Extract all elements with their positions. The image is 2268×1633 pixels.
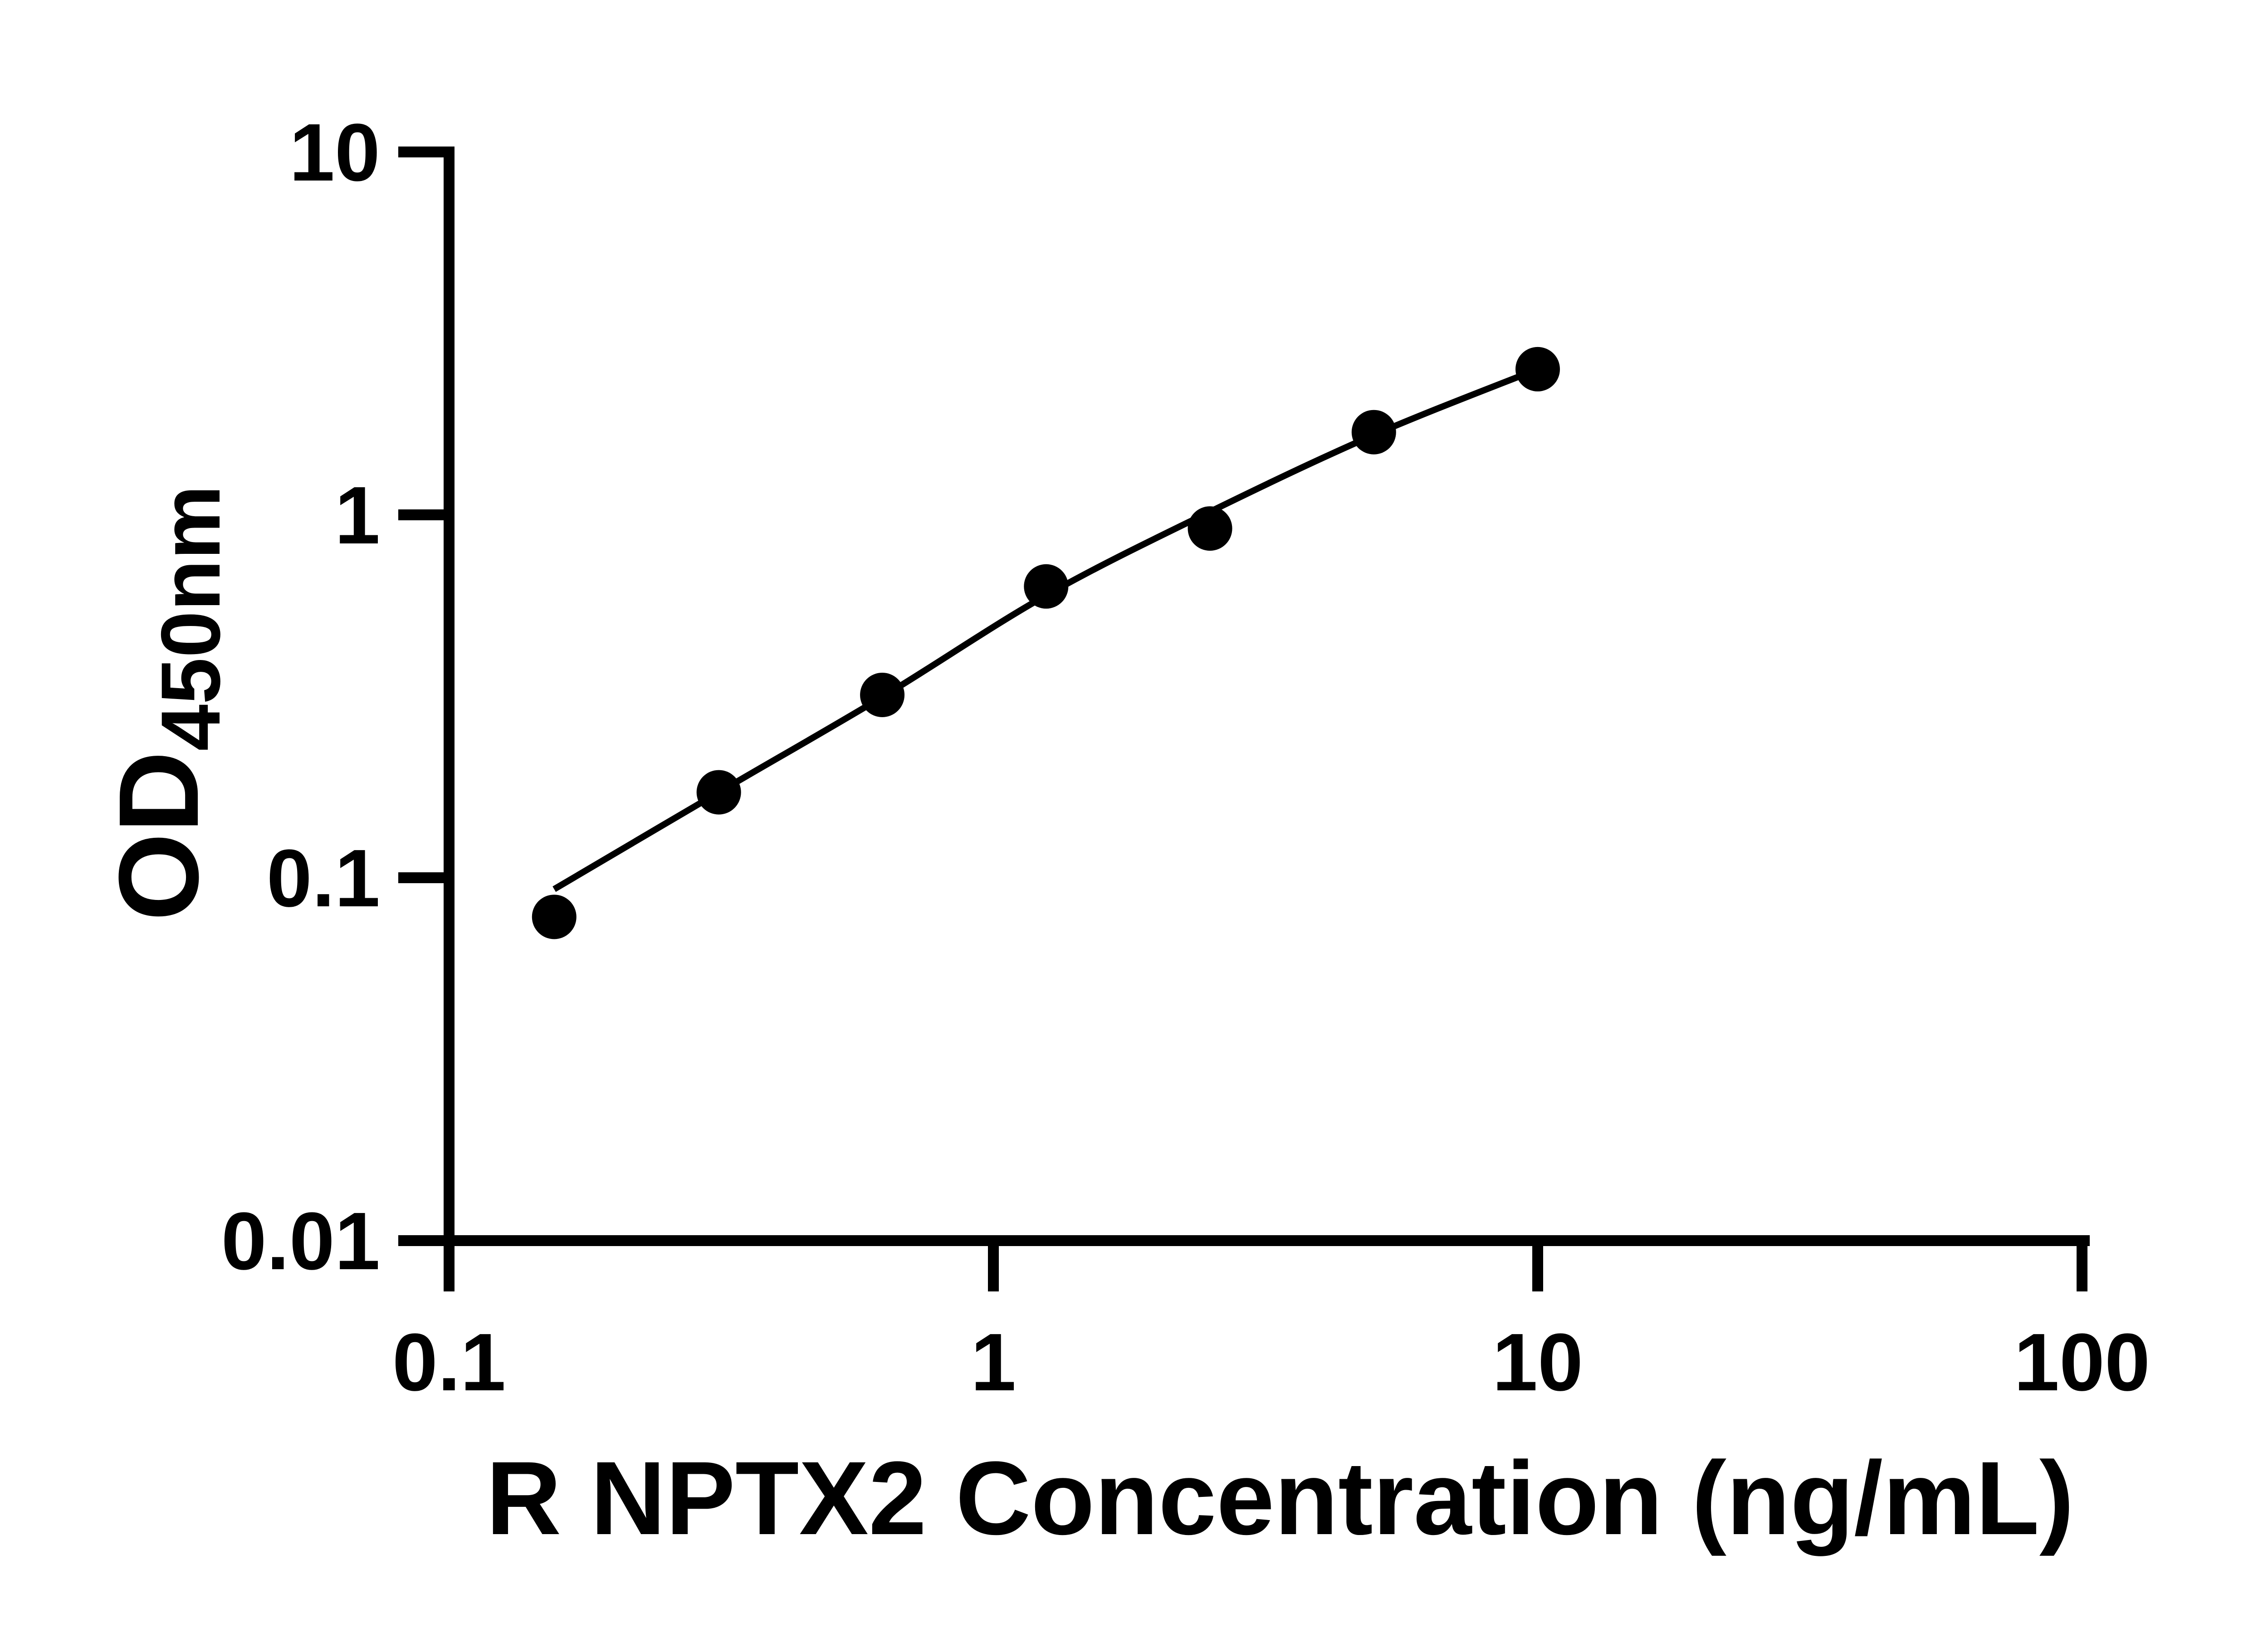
data-point (1024, 564, 1069, 609)
x-axis-title: R NPTX2 Concentration (ng/mL) (486, 1440, 2074, 1556)
data-point (1351, 410, 1396, 455)
data-point (860, 672, 905, 717)
x-axis-line (444, 1235, 2090, 1246)
x-tick-mark (444, 1246, 455, 1291)
y-tick-label: 10 (289, 107, 380, 198)
x-tick-label: 0.1 (392, 1317, 506, 1408)
y-axis-line (444, 147, 455, 1246)
data-point (1515, 347, 1560, 391)
y-tick-mark (398, 1235, 444, 1246)
x-tick-label: 100 (2014, 1317, 2150, 1408)
data-point (1188, 506, 1232, 551)
y-tick-label: 0.01 (221, 1196, 380, 1287)
data-point (696, 770, 741, 815)
y-axis-title-prefix: OD (95, 751, 222, 921)
y-tick-mark (398, 509, 444, 520)
y-tick-label: 0.1 (267, 833, 380, 924)
x-tick-mark (2077, 1246, 2087, 1291)
x-tick-label: 10 (1492, 1317, 1583, 1408)
y-tick-label: 1 (335, 470, 380, 561)
data-point (532, 895, 577, 939)
y-tick-mark (398, 872, 444, 883)
x-tick-label: 1 (971, 1317, 1016, 1408)
y-tick-mark (398, 147, 444, 157)
y-axis-title-subscript: 450nm (144, 485, 238, 751)
x-tick-mark (1532, 1246, 1543, 1291)
y-axis-title: OD450nm (95, 485, 238, 921)
x-tick-mark (988, 1246, 999, 1291)
